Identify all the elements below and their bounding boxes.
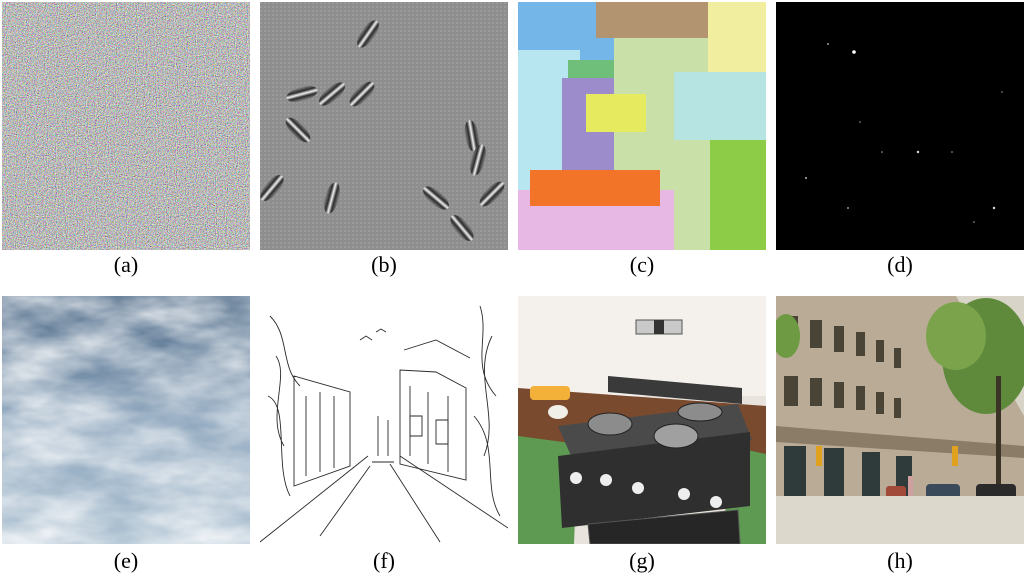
panel-g-stove: [518, 296, 766, 544]
gabor-patch: [450, 214, 474, 242]
caption-h: (h): [887, 548, 913, 573]
gabor-patch: [470, 144, 486, 176]
gabor-patch: [260, 174, 284, 202]
caption-e: (e): [113, 548, 139, 573]
dead-leaves-rectangles-image: [518, 2, 766, 250]
gabor-patches-image: [260, 2, 508, 250]
gabor-patch: [349, 81, 375, 107]
gabor-patch: [324, 182, 340, 214]
caption-b: (b): [371, 252, 397, 277]
gabor-patch: [479, 181, 505, 207]
toy-stove-photo: [518, 296, 766, 544]
panel-c-colored-rectangles: [518, 2, 766, 250]
panel-a-noise: [2, 2, 250, 250]
panel-h-street: [776, 296, 1024, 544]
gabor-patch: [286, 86, 318, 102]
gabor-patch: [318, 82, 346, 106]
cloudy-sky-photo: [2, 296, 250, 544]
panel-d-star-field: [776, 2, 1024, 250]
gabor-patch: [285, 117, 311, 143]
caption-g: (g): [629, 548, 655, 573]
gabor-patch: [357, 20, 379, 48]
street-sketch-drawing: [260, 296, 508, 544]
panel-f-sketch: [260, 296, 508, 544]
caption-f: (f): [373, 548, 395, 573]
caption-d: (d): [887, 252, 913, 277]
caption-c: (c): [629, 252, 655, 277]
panel-e-clouds: [2, 296, 250, 544]
caption-a: (a): [113, 252, 139, 277]
gabor-patch: [464, 120, 480, 152]
gabor-patch: [422, 186, 450, 210]
noise-texture-image: [2, 2, 250, 250]
panel-b-gabor-patches: [260, 2, 508, 250]
city-street-photo: [776, 296, 1024, 544]
sparse-dots-image: [776, 2, 1024, 250]
